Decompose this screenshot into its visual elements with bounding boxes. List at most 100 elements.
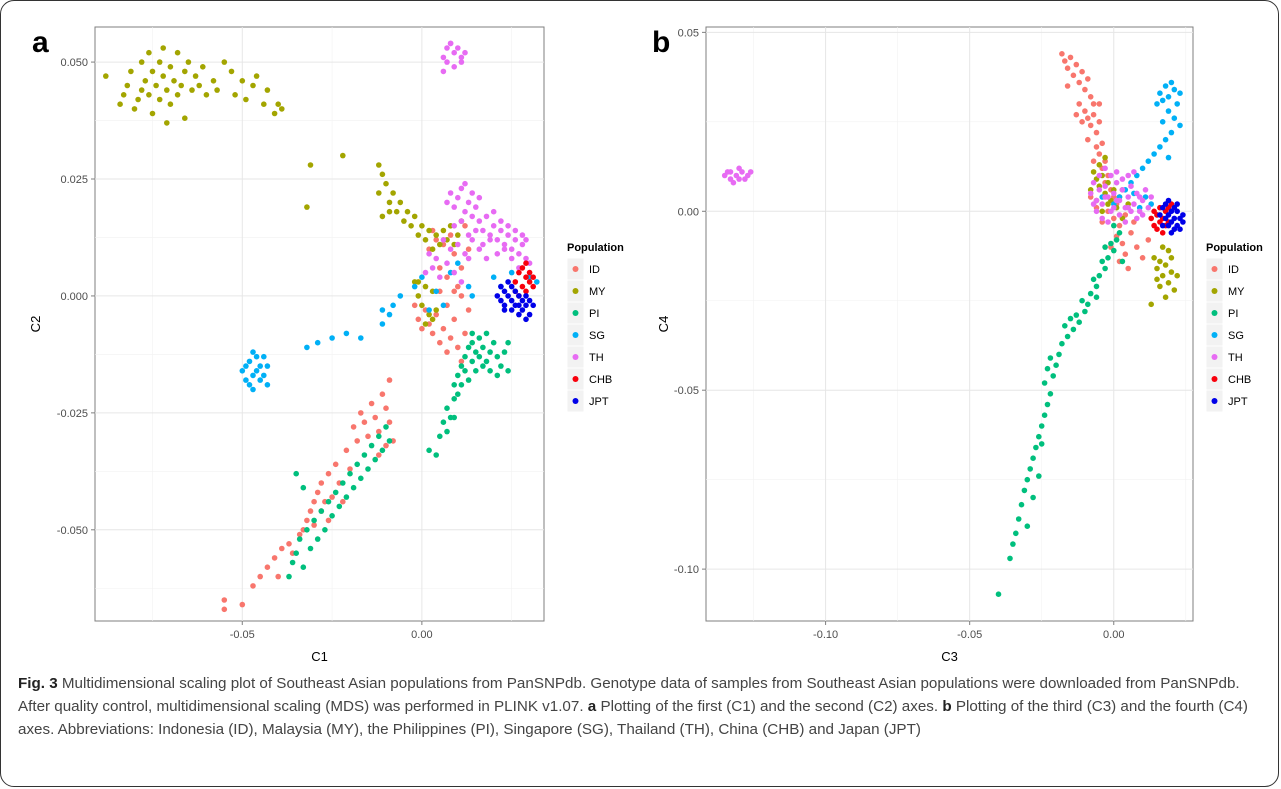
- data-point-JPT: [501, 307, 508, 313]
- data-point-ID: [250, 583, 256, 589]
- data-point-MY: [275, 101, 282, 107]
- data-point-TH: [487, 232, 493, 238]
- data-point-PI: [433, 452, 440, 458]
- data-point-ID: [465, 307, 472, 313]
- data-point-PI: [329, 513, 335, 519]
- data-point-PI: [1041, 412, 1048, 419]
- data-point-TH: [508, 255, 515, 262]
- data-point-TH: [476, 194, 483, 201]
- data-point-PI: [437, 433, 443, 440]
- data-point-JPT: [1171, 215, 1178, 222]
- data-point-MY: [261, 101, 267, 107]
- data-point-MY: [1154, 276, 1160, 283]
- data-point-SG: [1177, 122, 1183, 129]
- y-tick-label: -0.05: [674, 385, 699, 397]
- data-point-ID: [354, 438, 361, 444]
- data-point-PI: [1085, 301, 1091, 308]
- data-point-PI: [300, 564, 307, 570]
- data-point-PI: [293, 550, 300, 556]
- data-point-TH: [1099, 215, 1105, 222]
- legend-swatch-TH: [572, 354, 579, 360]
- data-point-ID: [358, 410, 364, 416]
- data-point-PI: [1056, 351, 1062, 358]
- data-point-SG: [455, 260, 461, 267]
- data-point-MY: [390, 190, 396, 196]
- data-point-TH: [440, 54, 447, 61]
- data-point-JPT: [508, 283, 515, 290]
- data-point-JPT: [1168, 230, 1175, 236]
- data-point-PI: [332, 489, 339, 496]
- data-point-TH: [1116, 212, 1123, 218]
- data-point-SG: [264, 382, 271, 388]
- data-point-PI: [1047, 355, 1054, 361]
- data-point-ID: [361, 419, 368, 426]
- data-point-PI: [458, 382, 465, 388]
- data-point-TH: [1125, 172, 1131, 179]
- data-point-JPT: [516, 311, 522, 318]
- data-point-CHB: [523, 288, 529, 295]
- data-point-TH: [1087, 190, 1094, 197]
- data-point-MY: [376, 190, 382, 196]
- data-point-TH: [447, 246, 454, 252]
- data-point-JPT: [516, 302, 522, 309]
- data-point-TH: [512, 237, 519, 243]
- legend-swatch-ID: [572, 266, 579, 272]
- data-point-ID: [264, 564, 271, 570]
- data-point-SG: [1174, 101, 1180, 107]
- data-point-MY: [411, 213, 418, 220]
- data-point-PI: [1036, 433, 1042, 440]
- data-point-MY: [135, 96, 141, 103]
- data-point-TH: [487, 237, 493, 243]
- data-point-JPT: [505, 293, 511, 299]
- caption-panel-b: b: [942, 698, 952, 715]
- x-axis-title: C1: [311, 649, 328, 664]
- data-point-TH: [469, 213, 476, 220]
- data-point-MY: [178, 82, 184, 89]
- x-tick-label: 0.00: [1103, 629, 1124, 641]
- y-tick-label: -0.10: [674, 564, 699, 576]
- data-point-MY: [142, 78, 149, 84]
- data-point-PI: [1099, 258, 1105, 265]
- data-point-ID: [221, 606, 228, 613]
- series-CHB: [512, 260, 536, 299]
- data-point-SG: [304, 344, 310, 351]
- data-point-TH: [462, 208, 468, 215]
- data-point-CHB: [519, 283, 526, 290]
- data-point-SG: [1159, 119, 1166, 125]
- data-point-MY: [117, 101, 123, 107]
- data-point-PI: [487, 349, 493, 355]
- data-point-ID: [376, 452, 382, 458]
- data-point-ID: [411, 302, 418, 309]
- data-point-TH: [444, 45, 450, 51]
- data-point-SG: [261, 353, 267, 360]
- data-point-PI: [444, 405, 450, 412]
- data-point-PI: [1093, 294, 1100, 301]
- data-point-PI: [379, 447, 386, 454]
- data-point-MY: [210, 78, 217, 84]
- data-point-TH: [730, 179, 737, 186]
- data-point-TH: [1096, 172, 1103, 179]
- data-point-PI: [1015, 516, 1022, 522]
- data-point-SG: [1145, 158, 1152, 164]
- data-point-ID: [1111, 215, 1117, 222]
- data-point-MY: [153, 82, 159, 89]
- data-point-MY: [1157, 283, 1163, 290]
- data-point-PI: [1093, 283, 1100, 290]
- data-point-PI: [347, 470, 353, 477]
- data-point-SG: [250, 386, 256, 393]
- legend-label-ID: ID: [1228, 264, 1239, 276]
- data-point-PI: [455, 391, 461, 398]
- data-point-TH: [1128, 183, 1134, 189]
- data-point-SG: [1162, 83, 1169, 89]
- data-point-SG: [1168, 129, 1175, 136]
- data-point-SG: [386, 311, 393, 318]
- data-point-PI: [498, 363, 504, 369]
- data-point-ID: [1082, 108, 1088, 114]
- data-point-TH: [458, 185, 465, 192]
- data-point-TH: [1122, 219, 1129, 225]
- data-point-ID: [1082, 86, 1088, 93]
- data-point-TH: [455, 45, 461, 51]
- data-point-ID: [275, 573, 282, 580]
- data-point-PI: [1087, 290, 1094, 297]
- data-point-PI: [483, 330, 490, 337]
